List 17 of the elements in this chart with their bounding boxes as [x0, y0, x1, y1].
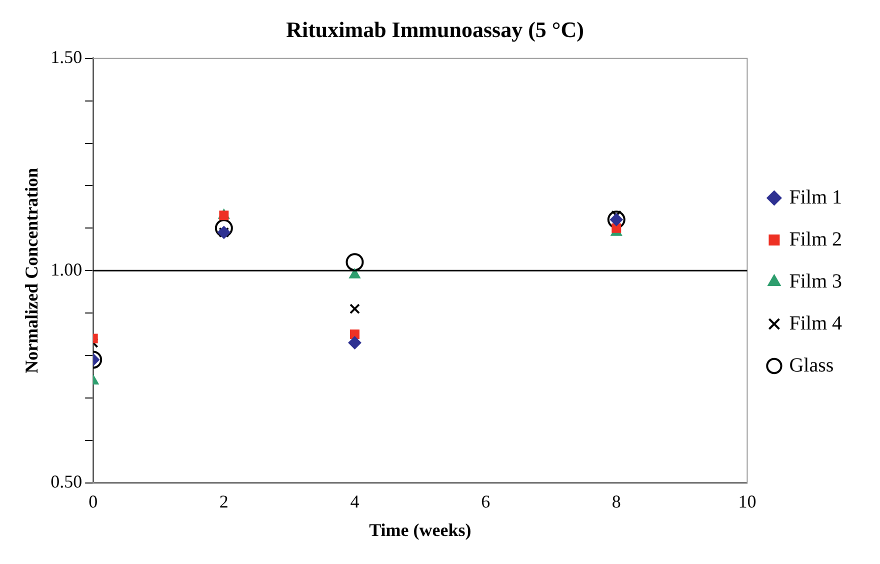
chart-title: Rituximab Immunoassay (5 °C) — [286, 16, 584, 42]
legend-label: Film 2 — [789, 228, 842, 250]
legend-label: Film 3 — [789, 270, 842, 292]
x-tick-label: 8 — [612, 491, 621, 512]
y-tick-label: 0.50 — [50, 472, 82, 492]
x-tick-label: 0 — [88, 491, 98, 512]
y-axis-title: Normalized Concentration — [21, 168, 42, 374]
x-tick-label: 2 — [219, 491, 228, 512]
legend-label: Film 1 — [789, 186, 842, 208]
x-tick-label: 6 — [481, 491, 490, 512]
x-tick-label: 10 — [738, 491, 756, 512]
y-tick-label: 1.50 — [50, 47, 82, 68]
legend-label: Glass — [789, 354, 834, 376]
x-axis-title: Time (weeks) — [369, 520, 472, 540]
legend-label: Film 4 — [789, 312, 842, 334]
x-tick-label: 4 — [350, 491, 360, 512]
y-tick-label: 1.00 — [50, 259, 82, 280]
